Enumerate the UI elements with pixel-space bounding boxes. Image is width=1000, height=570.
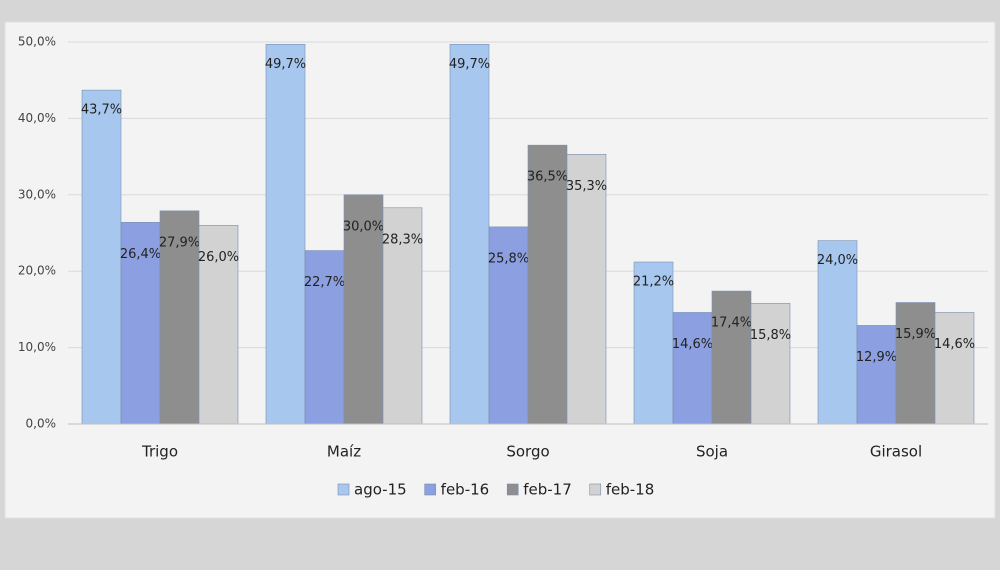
bar [817, 240, 858, 425]
legend-swatch [589, 483, 602, 496]
bar [856, 325, 897, 425]
value-label: 49,7% [449, 57, 490, 72]
legend-swatch [506, 483, 519, 496]
value-label: 28,3% [382, 232, 423, 247]
legend-label: feb-18 [606, 481, 655, 499]
value-label: 24,0% [817, 253, 858, 268]
bar [711, 290, 752, 425]
bar [449, 43, 490, 425]
value-label: 15,8% [750, 328, 791, 343]
value-label: 36,5% [527, 170, 568, 185]
legend-label: feb-17 [523, 481, 572, 499]
value-label: 35,3% [566, 179, 607, 194]
bar [198, 225, 239, 425]
x-tick-label: Trigo [141, 443, 178, 461]
value-label: 30,0% [343, 219, 384, 234]
value-label: 22,7% [304, 275, 345, 290]
legend-label: ago-15 [354, 481, 407, 499]
bar [343, 194, 384, 425]
value-label: 25,8% [488, 251, 529, 266]
value-label: 43,7% [81, 103, 122, 118]
bar [382, 207, 423, 425]
value-label: 26,0% [198, 250, 239, 265]
y-tick-label: 0,0% [26, 417, 57, 431]
legend-swatch [337, 483, 350, 496]
bar [81, 89, 122, 425]
y-tick-label: 30,0% [18, 187, 56, 201]
x-tick-label: Girasol [870, 443, 922, 461]
x-tick-label: Soja [696, 443, 728, 461]
bar [527, 144, 568, 425]
value-label: 27,9% [159, 235, 200, 250]
y-tick-label: 50,0% [18, 35, 56, 49]
y-tick-label: 40,0% [18, 111, 56, 125]
value-label: 17,4% [711, 316, 752, 331]
value-label: 26,4% [120, 247, 161, 262]
bar [750, 302, 791, 425]
bar [672, 312, 713, 425]
value-label: 21,2% [633, 275, 674, 290]
bar [159, 210, 200, 425]
value-label: 49,7% [265, 57, 306, 72]
bar [895, 302, 936, 425]
bar [265, 43, 306, 425]
bar [304, 250, 345, 425]
legend-label: feb-16 [441, 481, 490, 499]
x-tick-label: Sorgo [506, 443, 549, 461]
value-label: 14,6% [934, 337, 975, 352]
value-label: 15,9% [895, 327, 936, 342]
bar [934, 312, 975, 425]
value-label: 14,6% [672, 337, 713, 352]
value-label: 12,9% [856, 350, 897, 365]
bar [566, 154, 607, 425]
bar [488, 226, 529, 425]
y-tick-label: 10,0% [18, 340, 56, 354]
x-tick-label: Maíz [327, 443, 361, 461]
y-tick-label: 20,0% [18, 264, 56, 278]
legend-swatch [424, 483, 436, 496]
